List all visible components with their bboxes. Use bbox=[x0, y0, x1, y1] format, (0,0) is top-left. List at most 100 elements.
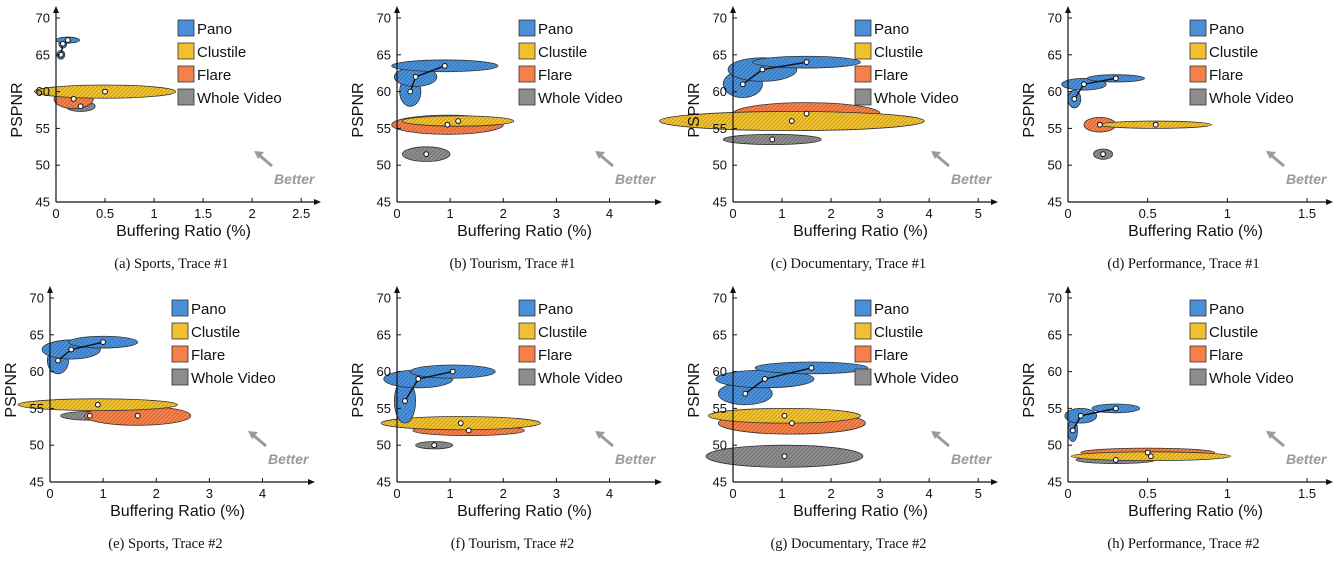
legend-label: Flare bbox=[1209, 347, 1243, 364]
y-tick-label: 55 bbox=[713, 121, 727, 136]
x-axis-label: Buffering Ratio (%) bbox=[793, 223, 928, 240]
x-tick-label: 0 bbox=[729, 486, 736, 501]
y-axis-label: PSPNR bbox=[1021, 82, 1038, 137]
legend-swatch bbox=[518, 19, 536, 37]
legend-swatch bbox=[1189, 88, 1207, 106]
better-arrow-head bbox=[254, 151, 264, 159]
better-arrow bbox=[935, 153, 950, 168]
data-point bbox=[1152, 121, 1159, 128]
panel-caption: (h) Performance, Trace #2 bbox=[1107, 536, 1259, 552]
x-tick-label: 2 bbox=[500, 206, 507, 221]
y-tick-label: 70 bbox=[36, 11, 50, 26]
data-point bbox=[1077, 412, 1084, 419]
y-tick-label: 65 bbox=[1048, 47, 1062, 62]
y-tick-label: 70 bbox=[377, 11, 391, 26]
x-axis-arrow bbox=[314, 199, 321, 205]
y-tick-label: 55 bbox=[377, 401, 391, 416]
data-point bbox=[457, 420, 464, 427]
legend-swatch bbox=[177, 88, 195, 106]
y-tick-label: 50 bbox=[30, 438, 44, 453]
data-point bbox=[465, 427, 472, 434]
x-tick-label: 1 bbox=[1224, 206, 1231, 221]
chart-panel: 45 50 55 60 65 70 0 0.5 1 1.5 Buffering Ratio (%) P… bbox=[1021, 286, 1333, 552]
x-tick-label: 5 bbox=[975, 206, 982, 221]
y-axis-label: PSPNR bbox=[350, 362, 367, 417]
data-point bbox=[739, 81, 746, 88]
x-tick-label: 1.5 bbox=[1298, 486, 1316, 501]
panel-caption: (d) Performance, Trace #1 bbox=[1107, 256, 1259, 272]
y-tick-label: 70 bbox=[713, 11, 727, 26]
legend-label: Flare bbox=[1209, 67, 1243, 84]
data-point bbox=[1096, 121, 1103, 128]
y-axis-label: PSPNR bbox=[3, 362, 20, 417]
data-point bbox=[761, 376, 768, 382]
legend-swatch bbox=[854, 345, 872, 363]
chart-panel: 45 50 55 60 65 70 0 1 2 3 4 Buffering Ratio (%) PSPN… bbox=[350, 6, 662, 272]
y-tick-label: 65 bbox=[377, 327, 391, 342]
legend-label: Flare bbox=[538, 347, 572, 364]
chart-panel: 45 50 55 60 65 70 0 1 2 3 4 Buffering Ratio (%) PSPN… bbox=[3, 286, 315, 552]
x-tick-label: 1 bbox=[1224, 486, 1231, 501]
x-axis-arrow bbox=[1326, 199, 1333, 205]
y-axis-arrow bbox=[47, 286, 53, 293]
legend-label: Clustile bbox=[874, 324, 923, 341]
x-tick-label: 4 bbox=[606, 486, 613, 501]
y-tick-label: 50 bbox=[713, 438, 727, 453]
y-tick-label: 45 bbox=[713, 195, 727, 210]
x-tick-label: 0 bbox=[393, 206, 400, 221]
data-point bbox=[1112, 75, 1119, 82]
legend-label: Clustile bbox=[538, 324, 587, 341]
x-axis-arrow bbox=[991, 479, 998, 485]
x-axis-label: Buffering Ratio (%) bbox=[116, 223, 251, 240]
y-axis-arrow bbox=[394, 6, 400, 13]
data-point bbox=[759, 66, 766, 73]
panel-caption: (b) Tourism, Trace #1 bbox=[450, 256, 576, 272]
data-point bbox=[444, 121, 451, 128]
y-tick-label: 65 bbox=[377, 47, 391, 62]
data-point bbox=[455, 118, 461, 124]
x-tick-label: 0.5 bbox=[96, 206, 114, 221]
y-tick-label: 60 bbox=[1048, 84, 1062, 99]
x-axis-label: Buffering Ratio (%) bbox=[1128, 503, 1263, 520]
data-point bbox=[1081, 81, 1087, 88]
y-tick-label: 50 bbox=[377, 438, 391, 453]
panel-caption: (g) Documentary, Trace #2 bbox=[770, 536, 926, 552]
better-annotation: Better bbox=[1286, 451, 1328, 467]
x-tick-label: 2 bbox=[153, 486, 160, 501]
y-axis-arrow bbox=[394, 286, 400, 293]
panel-caption: (f) Tourism, Trace #2 bbox=[451, 536, 575, 552]
y-axis-label: PSPNR bbox=[350, 82, 367, 137]
legend-swatch bbox=[171, 299, 189, 317]
better-annotation: Better bbox=[615, 451, 657, 467]
y-tick-label: 45 bbox=[713, 475, 727, 490]
data-point bbox=[64, 37, 71, 43]
legend-label: Whole Video bbox=[191, 370, 276, 387]
legend-swatch bbox=[854, 322, 872, 340]
y-tick-label: 50 bbox=[36, 158, 50, 173]
y-tick-label: 55 bbox=[30, 401, 44, 416]
y-axis-label: PSPNR bbox=[686, 362, 703, 417]
legend-swatch bbox=[171, 368, 189, 386]
legend-label: Pano bbox=[1209, 301, 1244, 318]
better-annotation: Better bbox=[615, 171, 657, 187]
legend-label: Whole Video bbox=[538, 90, 623, 107]
legend-label: Clustile bbox=[1209, 44, 1258, 61]
y-tick-label: 60 bbox=[377, 364, 391, 379]
legend-swatch bbox=[854, 88, 872, 106]
data-point bbox=[86, 412, 93, 419]
y-axis-arrow bbox=[1065, 286, 1071, 293]
y-axis-arrow bbox=[730, 286, 736, 293]
data-point bbox=[1112, 405, 1119, 412]
data-point bbox=[1100, 151, 1106, 158]
data-point bbox=[70, 96, 77, 102]
better-arrow bbox=[1270, 433, 1285, 448]
data-point bbox=[788, 118, 795, 124]
y-tick-label: 60 bbox=[713, 84, 727, 99]
legend-label: Flare bbox=[197, 67, 231, 84]
legend-label: Pano bbox=[874, 21, 909, 38]
legend-label: Clustile bbox=[1209, 324, 1258, 341]
better-arrow-head bbox=[1266, 151, 1276, 159]
legend-swatch bbox=[854, 65, 872, 83]
x-tick-label: 0.5 bbox=[1139, 206, 1157, 221]
x-tick-label: 3 bbox=[876, 206, 883, 221]
